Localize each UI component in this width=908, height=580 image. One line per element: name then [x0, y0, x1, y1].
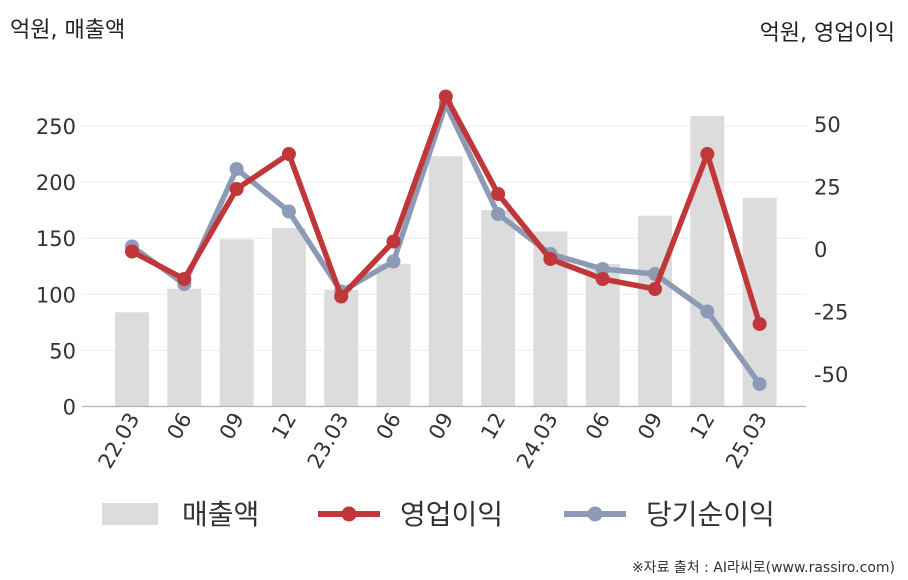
data-point	[229, 162, 244, 176]
line-series	[125, 89, 767, 391]
left-tick-label: 0	[63, 396, 76, 420]
left-tick-label: 50	[49, 339, 76, 363]
right-tick-label: 50	[814, 113, 841, 137]
left-tick-label: 100	[36, 283, 76, 307]
data-point	[752, 317, 767, 331]
right-axis-label: 억원, 영업이익	[760, 21, 895, 46]
bar	[271, 228, 306, 407]
x-tick-label: 22.03	[93, 409, 144, 473]
x-tick-label: 06	[581, 409, 615, 444]
bar	[481, 210, 516, 407]
x-tick-label: 24.03	[512, 409, 563, 473]
x-tick-label: 09	[424, 409, 458, 444]
right-tick-label: -25	[814, 301, 848, 325]
data-point	[438, 89, 453, 104]
legend-marker	[587, 506, 603, 522]
left-axis-ticks: 0 50 100 150 200 250	[36, 115, 76, 420]
x-tick-label: 12	[685, 409, 719, 444]
legend-item: 매출액	[102, 498, 259, 531]
right-tick-label: 25	[814, 176, 841, 200]
legend-label: 매출액	[182, 498, 259, 531]
left-tick-label: 250	[36, 115, 76, 139]
legend-label: 영업이익	[400, 498, 503, 531]
bar	[167, 288, 202, 407]
data-point	[491, 187, 506, 201]
x-tick-label: 06	[162, 409, 196, 444]
data-point	[177, 272, 192, 286]
bar	[376, 264, 411, 407]
right-axis-ticks: -50 -25 0 25 50	[814, 113, 848, 387]
bar	[638, 215, 672, 407]
data-point	[281, 147, 296, 161]
data-point	[281, 204, 296, 219]
data-point	[543, 252, 558, 266]
left-axis-label: 억원, 매출액	[10, 18, 125, 43]
data-point	[491, 207, 506, 221]
legend-marker	[341, 506, 357, 522]
data-point	[700, 147, 715, 161]
data-point	[229, 182, 244, 196]
bar	[742, 197, 777, 407]
legend-swatch	[102, 503, 158, 525]
bar	[115, 312, 149, 407]
legend-label: 당기순이익	[646, 498, 775, 531]
left-tick-label: 200	[36, 171, 76, 195]
legend-item: 당기순이익	[564, 498, 775, 531]
x-tick-label: 06	[372, 409, 406, 444]
x-tick-label: 09	[633, 409, 667, 444]
legend: 매출액 영업이익 당기순이익	[102, 498, 775, 531]
bar	[428, 156, 463, 407]
x-tick-label: 12	[476, 408, 510, 443]
x-tick-label: 12	[267, 409, 301, 444]
data-point	[700, 304, 715, 319]
legend-item: 영업이익	[318, 498, 503, 531]
bar	[324, 289, 359, 407]
data-point	[386, 234, 401, 249]
right-tick-label: 0	[814, 238, 827, 262]
data-point	[648, 282, 662, 296]
bar	[690, 115, 725, 407]
x-tick-label: 09	[215, 409, 249, 444]
data-point	[752, 377, 767, 391]
data-point	[125, 244, 139, 259]
data-point	[595, 272, 610, 286]
data-point	[386, 254, 401, 269]
right-tick-label: -50	[814, 363, 848, 387]
data-point	[334, 289, 349, 304]
left-tick-label: 150	[36, 227, 76, 251]
x-axis-ticks: 22.03 06 09 12 23.03 06 09 12 24.03 06 09 12 25.03	[93, 408, 771, 472]
bar	[585, 264, 620, 407]
x-tick-label: 23.03	[303, 409, 354, 473]
data-point	[595, 262, 610, 276]
source-note: ※자료 출처 : AI라씨로(www.rassiro.com)	[632, 560, 895, 576]
bar-series	[115, 115, 777, 407]
x-tick-label: 25.03	[721, 409, 772, 473]
bar	[219, 239, 254, 407]
